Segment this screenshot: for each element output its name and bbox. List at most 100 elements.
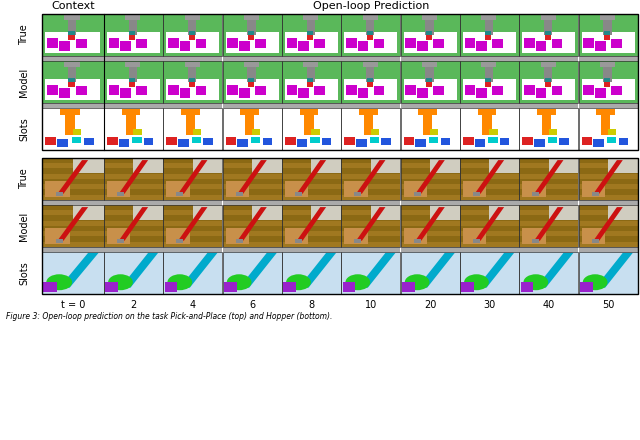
Polygon shape xyxy=(476,253,514,288)
Bar xyxy=(73,205,104,220)
Bar xyxy=(460,14,519,56)
Bar xyxy=(282,216,341,221)
Bar xyxy=(579,231,637,236)
Bar xyxy=(604,35,610,40)
Bar xyxy=(240,109,259,115)
Bar xyxy=(223,247,282,252)
Bar xyxy=(42,184,104,190)
Bar xyxy=(104,14,163,56)
Bar xyxy=(366,62,374,82)
Bar xyxy=(519,231,578,236)
Bar xyxy=(282,190,341,195)
Bar xyxy=(223,158,282,163)
Bar xyxy=(401,179,460,184)
Bar xyxy=(163,210,222,216)
Bar xyxy=(168,85,179,95)
Bar xyxy=(104,61,163,103)
Bar xyxy=(223,108,282,150)
Bar xyxy=(223,205,282,210)
Bar xyxy=(42,216,104,221)
Bar xyxy=(42,205,104,210)
Bar xyxy=(401,205,460,247)
Bar xyxy=(73,158,104,172)
Bar xyxy=(484,62,493,82)
Bar xyxy=(341,252,400,294)
Bar xyxy=(166,228,190,244)
Bar xyxy=(164,282,177,292)
Bar xyxy=(282,210,341,216)
Bar xyxy=(76,86,87,95)
Polygon shape xyxy=(593,207,623,241)
Bar xyxy=(42,14,637,150)
Bar xyxy=(303,15,319,20)
Bar xyxy=(64,15,80,20)
Bar xyxy=(341,242,400,247)
Bar xyxy=(60,109,80,115)
Bar xyxy=(519,61,578,103)
Bar xyxy=(402,282,415,292)
Bar xyxy=(460,210,519,216)
Polygon shape xyxy=(118,160,148,194)
Polygon shape xyxy=(536,253,573,288)
Bar xyxy=(223,226,282,231)
Bar xyxy=(519,174,578,179)
Bar xyxy=(104,200,163,205)
Bar xyxy=(460,108,519,150)
Polygon shape xyxy=(297,160,326,194)
Bar xyxy=(181,109,200,115)
Bar xyxy=(341,61,400,103)
Bar xyxy=(341,236,400,242)
Polygon shape xyxy=(534,160,563,194)
Bar xyxy=(490,129,498,135)
Bar xyxy=(358,88,369,98)
Text: 4: 4 xyxy=(190,300,196,310)
Bar xyxy=(42,158,637,294)
Bar xyxy=(541,109,551,135)
Bar xyxy=(401,158,460,163)
Bar xyxy=(591,191,598,196)
Bar xyxy=(104,205,163,210)
Bar xyxy=(364,109,373,135)
Bar xyxy=(356,139,367,147)
Bar xyxy=(314,86,325,95)
Polygon shape xyxy=(239,253,276,288)
Bar xyxy=(344,228,368,244)
Bar xyxy=(582,181,605,197)
Bar xyxy=(584,38,594,48)
Bar xyxy=(488,136,498,143)
Text: Figure 3: Open-loop prediction on the task Pick-and-Place (top) and Hopper (bott: Figure 3: Open-loop prediction on the ta… xyxy=(6,312,332,321)
Bar xyxy=(473,191,480,196)
Bar xyxy=(104,184,163,190)
Bar xyxy=(579,252,637,294)
Bar xyxy=(65,109,76,135)
Bar xyxy=(60,41,70,51)
Bar xyxy=(282,103,341,108)
Bar xyxy=(163,103,222,108)
Bar xyxy=(223,242,282,247)
Bar xyxy=(522,137,533,145)
Bar xyxy=(485,78,491,82)
Bar xyxy=(362,15,378,20)
Bar xyxy=(180,88,190,98)
Bar xyxy=(144,138,154,145)
Bar xyxy=(163,158,222,163)
Bar xyxy=(401,252,460,294)
Bar xyxy=(460,247,519,252)
Bar xyxy=(42,56,104,61)
Ellipse shape xyxy=(583,274,607,290)
Bar xyxy=(426,62,434,82)
Bar xyxy=(104,14,163,56)
Bar xyxy=(107,79,160,100)
Bar xyxy=(104,190,163,195)
Bar xyxy=(430,205,460,220)
Bar xyxy=(163,200,222,205)
Bar xyxy=(579,108,637,150)
Bar xyxy=(417,41,428,51)
Bar xyxy=(285,137,296,145)
Bar xyxy=(460,190,519,195)
Bar xyxy=(42,158,104,163)
Text: Model: Model xyxy=(19,67,29,97)
Bar xyxy=(42,252,104,294)
Bar xyxy=(282,61,341,103)
Bar xyxy=(401,236,460,242)
